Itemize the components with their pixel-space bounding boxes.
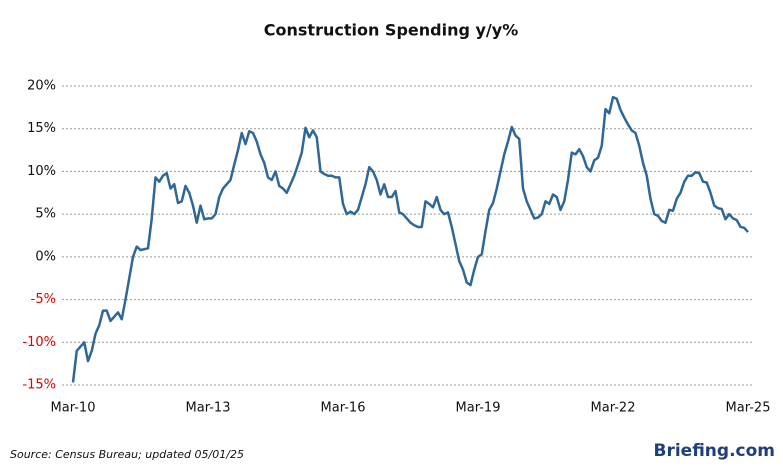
y-tick-label: 10% [27,164,56,179]
y-tick-label: 15% [27,121,56,136]
x-tick-label: Mar-22 [591,401,636,416]
y-tick-label: -10% [22,335,56,350]
y-tick-label: -15% [22,378,56,393]
x-tick-label: Mar-13 [186,401,231,416]
y-tick-label: 20% [27,79,56,94]
x-tick-label: Mar-25 [726,401,771,416]
y-tick-label: 0% [35,249,56,264]
chart-title: Construction Spending y/y% [264,21,518,40]
brand: Briefing.com [654,441,776,461]
y-tick-label: 5% [35,207,56,222]
y-tick-label: -5% [31,292,56,307]
x-tick-label: Mar-16 [321,401,366,416]
x-tick-label: Mar-19 [456,401,501,416]
x-tick-label: Mar-10 [51,401,96,416]
line-series [71,95,749,383]
source-note: Source: Census Bureau; updated 05/01/25 [10,448,244,461]
